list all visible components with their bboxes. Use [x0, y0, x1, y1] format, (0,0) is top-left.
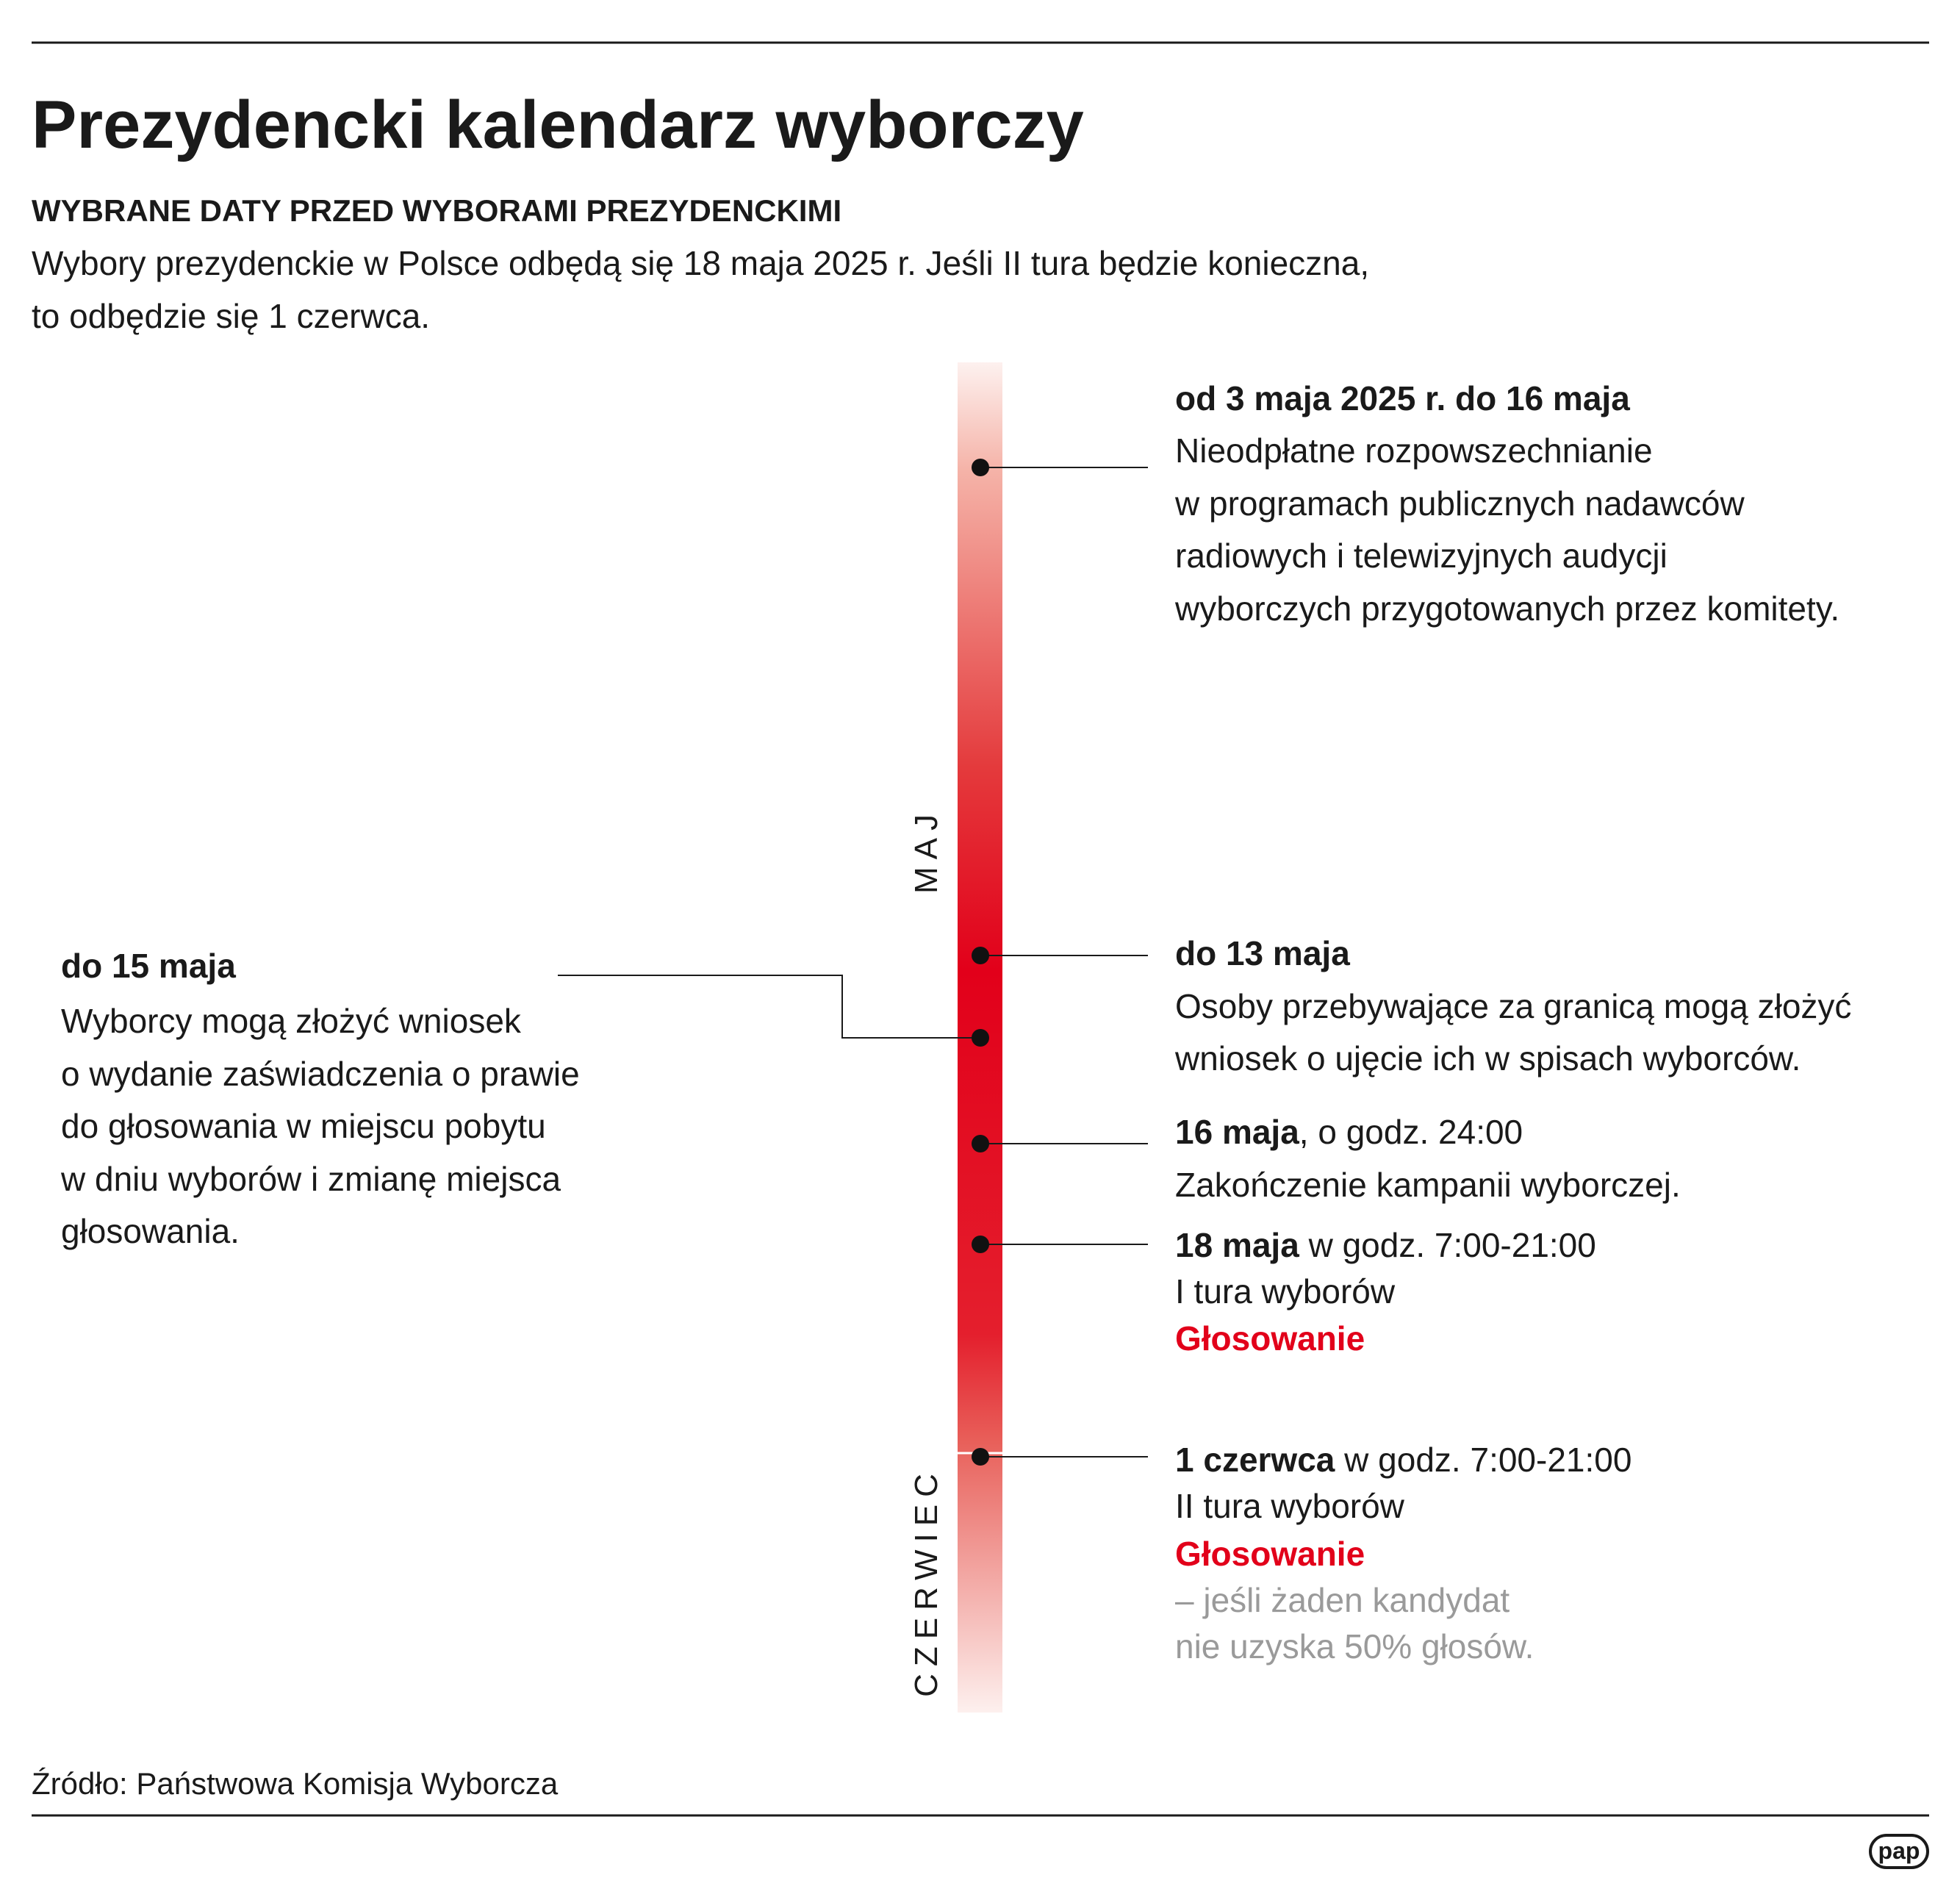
- event-date: 1 czerwca: [1175, 1441, 1335, 1479]
- event-text: głosowania.: [61, 1212, 240, 1250]
- event-time: w godz. 7:00-21:00: [1299, 1226, 1596, 1264]
- event-time: w godz. 7:00-21:00: [1335, 1441, 1631, 1479]
- description: Wybory prezydenckie w Polsce odbędą się …: [32, 244, 1369, 282]
- event-text: Wyborcy mogą złożyć wniosek: [61, 1002, 522, 1040]
- month-label: MAJ: [908, 807, 944, 894]
- description: to odbędzie się 1 czerwca.: [32, 297, 430, 335]
- event-text: wniosek o ujęcie ich w spisach wyborców.: [1174, 1039, 1801, 1078]
- event-date-line: 16 maja, o godz. 24:00: [1175, 1113, 1523, 1151]
- event-text: Nieodpłatne rozpowszechnianie: [1175, 431, 1653, 470]
- event-highlight: Głosowanie: [1175, 1535, 1365, 1573]
- event-text: radiowych i telewizyjnych audycji: [1175, 537, 1668, 575]
- month-label: CZERWIEC: [908, 1466, 944, 1697]
- title: Prezydencki kalendarz wyborczy: [32, 87, 1084, 162]
- event-text: w dniu wyborów i zmianę miejsca: [60, 1160, 561, 1198]
- event-date-line: 18 maja w godz. 7:00-21:00: [1175, 1226, 1596, 1264]
- event-date-line: 1 czerwca w godz. 7:00-21:00: [1175, 1441, 1631, 1479]
- event-date: do 13 maja: [1175, 934, 1350, 972]
- event-note: – jeśli żaden kandydat: [1175, 1581, 1510, 1619]
- event-text: wyborczych przygotowanych przez komitety…: [1174, 589, 1839, 628]
- event-date: 18 maja: [1175, 1226, 1299, 1264]
- event-text: o wydanie zaświadczenia o prawie: [61, 1055, 580, 1093]
- source: Źródło: Państwowa Komisja Wyborcza: [32, 1766, 559, 1801]
- connectors: [558, 467, 1148, 1457]
- event-text: Zakończenie kampanii wyborczej.: [1175, 1166, 1681, 1204]
- event-date: od 3 maja 2025 r. do 16 maja: [1175, 379, 1630, 417]
- logo: pap: [1878, 1837, 1920, 1864]
- event-time: , o godz. 24:00: [1299, 1113, 1523, 1151]
- event-note: nie uzyska 50% głosów.: [1175, 1627, 1534, 1666]
- event-text: Osoby przebywające za granicą mogą złoży…: [1175, 987, 1851, 1025]
- event-highlight: Głosowanie: [1175, 1319, 1365, 1358]
- event-date: 16 maja: [1175, 1113, 1299, 1151]
- event-text: I tura wyborów: [1175, 1272, 1396, 1310]
- dots: [972, 459, 989, 1466]
- event-text: do głosowania w miejscu pobytu: [61, 1107, 546, 1145]
- event-date: do 15 maja: [61, 947, 236, 985]
- logo-frame: [1869, 1834, 1929, 1869]
- event-text: II tura wyborów: [1175, 1487, 1405, 1525]
- subtitle: WYBRANE DATY PRZED WYBORAMI PREZYDENCKIM…: [32, 193, 841, 228]
- event-text: w programach publicznych nadawców: [1174, 484, 1745, 523]
